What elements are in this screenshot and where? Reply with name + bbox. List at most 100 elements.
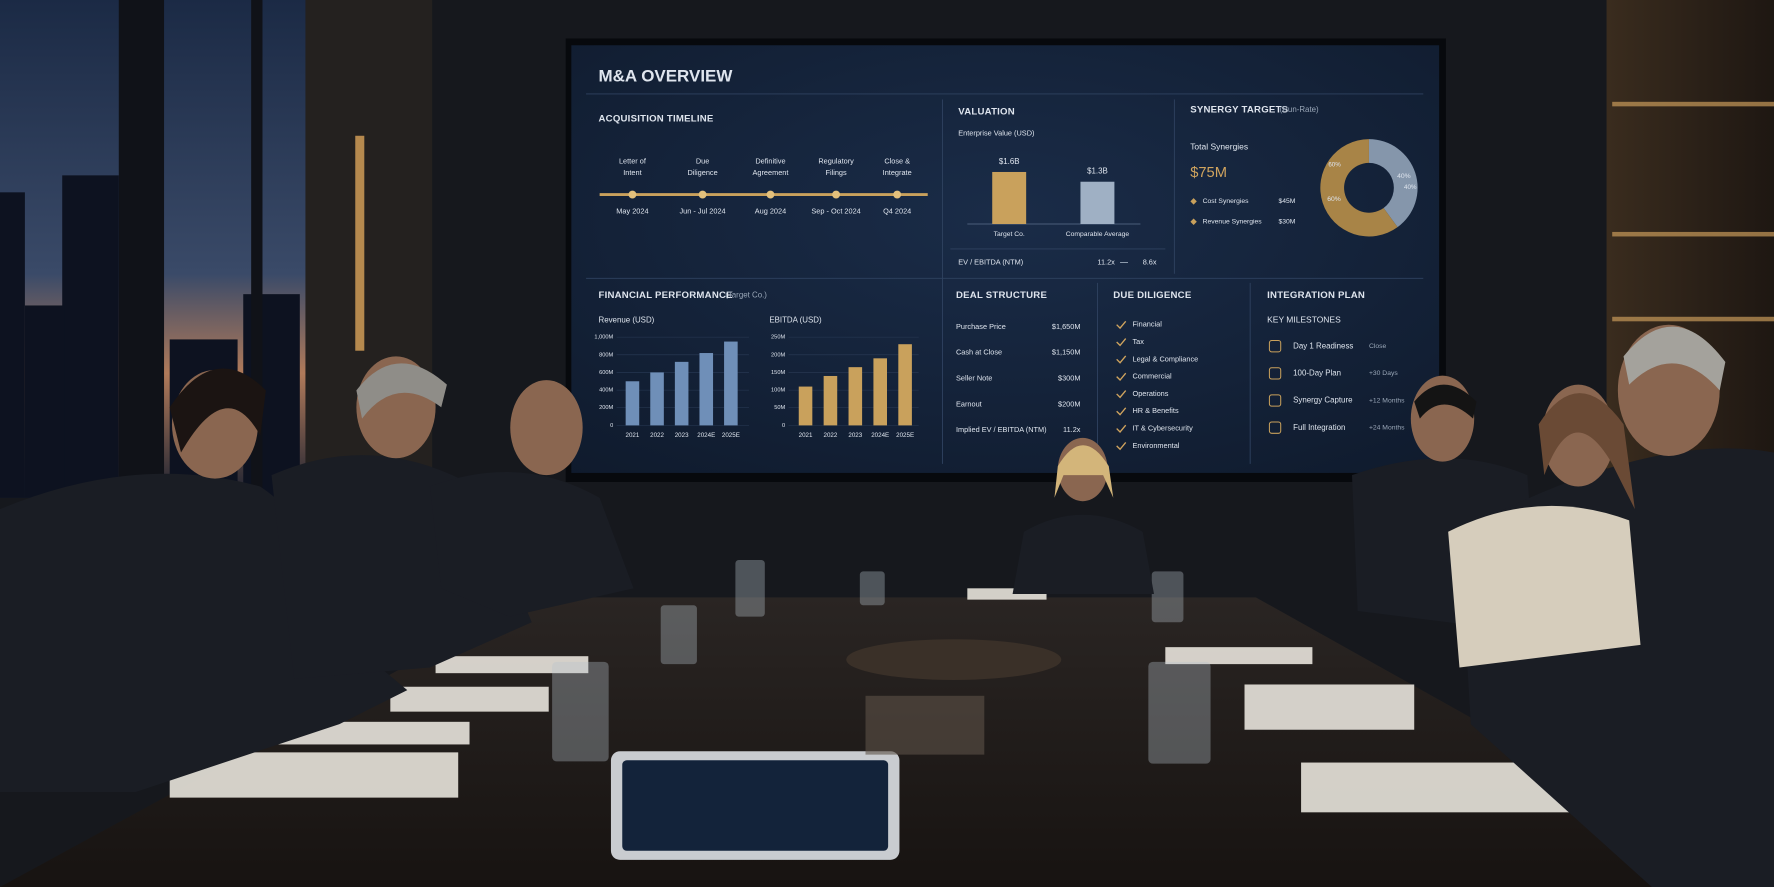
milestone-dot [698, 190, 707, 199]
check-mark [1116, 355, 1127, 364]
milestone-name: Synergy Capture [1293, 396, 1353, 405]
milestone-label: Intent [623, 168, 641, 177]
row-value: $1,150M [1052, 348, 1081, 357]
room [0, 192, 25, 498]
foreground [1012, 514, 1155, 594]
milestone-dot [766, 190, 775, 199]
section-title: DEAL STRUCTURE [956, 290, 1047, 301]
total-value: $75M [1190, 165, 1227, 181]
check-mark [1116, 390, 1127, 399]
milestone-label: Letter of [619, 157, 647, 166]
bar [699, 353, 714, 426]
foreground [552, 560, 1211, 764]
chart-title: Revenue (USD) [598, 315, 654, 324]
foreground [1448, 505, 1641, 668]
foreground [735, 560, 765, 617]
y-tick-label: 1,000M [594, 335, 613, 341]
check-mark [1116, 372, 1127, 382]
foreground [435, 656, 589, 674]
milestone-label: Regulatory [818, 157, 854, 166]
metric-value: 8.6x [1143, 257, 1157, 266]
x-tick-label: 2021 [799, 432, 813, 439]
row-value: $300M [1058, 373, 1080, 382]
bar [873, 358, 887, 426]
item-label: HR & Benefits [1133, 406, 1179, 415]
item-label: Tax [1133, 337, 1145, 346]
bar [1080, 181, 1115, 225]
room [1612, 231, 1774, 237]
milestone-dot [628, 190, 637, 199]
section-title: FINANCIAL PERFORMANCE [598, 290, 733, 301]
item-label: Environmental [1133, 441, 1180, 450]
milestone-icon [1268, 340, 1282, 353]
bar [848, 367, 863, 426]
subtitle: KEY MILESTONES [1267, 314, 1341, 324]
milestone-label: Due [696, 157, 709, 166]
slice-label: 40% [1397, 173, 1411, 180]
check-mark [1116, 424, 1127, 433]
y-tick-label: 250M [771, 335, 785, 341]
row-value: $200M [1058, 399, 1080, 408]
x-tick-label: 2023 [675, 432, 689, 439]
check-mark [1116, 442, 1127, 451]
foreground [169, 326, 1726, 510]
y-tick-label: 50M [774, 405, 785, 411]
milestone-name: Full Integration [1293, 423, 1345, 432]
foreground [846, 639, 1062, 680]
item-label: IT & Cybersecurity [1133, 424, 1194, 433]
y-tick-label: 400M [599, 388, 613, 394]
foreground [1414, 384, 1477, 419]
foreground [552, 661, 609, 762]
milestone-date: Aug 2024 [755, 207, 786, 216]
dashboard: M&A OVERVIEW ACQUISITION TIMELINE VALUAT… [586, 66, 1424, 464]
milestone-label: Definitive [755, 157, 785, 166]
x-tick-label: 2021 [626, 432, 640, 439]
milestone-timing: Close [1369, 343, 1387, 350]
subtitle: Enterprise Value (USD) [958, 128, 1034, 137]
item-label: Revenue Synergies [1203, 219, 1263, 226]
milestone-label: Agreement [752, 168, 788, 177]
foreground [865, 695, 985, 755]
y-tick-label: 100M [771, 388, 785, 394]
item-label: Cost Synergies [1203, 198, 1249, 205]
item-label: Financial [1133, 320, 1163, 329]
section-title: VALUATION [958, 107, 1015, 118]
slice-label: 60% [1327, 196, 1341, 203]
milestone-icon [1268, 367, 1282, 380]
bar [898, 344, 912, 426]
milestone-label: Diligence [687, 168, 717, 177]
milestone-label: Integrate [883, 168, 912, 177]
bar [823, 375, 838, 426]
bar [625, 381, 640, 426]
item-value: $45M [1278, 198, 1295, 205]
x-tick-label: Comparable Average [1066, 231, 1130, 238]
foreground [1148, 661, 1211, 764]
bar [992, 171, 1027, 225]
check-mark [1116, 338, 1127, 347]
room [571, 45, 1440, 473]
milestone-dot [832, 190, 841, 199]
foreground [967, 588, 1047, 600]
milestone-label: Close & [884, 157, 910, 166]
room [24, 305, 65, 498]
milestone-icon [1268, 421, 1282, 434]
note: (Run-Rate) [1280, 105, 1319, 114]
x-tick-label: 2024E [871, 432, 889, 439]
y-tick-label: 600M [599, 370, 613, 376]
donut-slice [1368, 139, 1418, 228]
section-title: DUE DILIGENCE [1113, 290, 1192, 301]
x-tick-label: 2022 [824, 432, 838, 439]
note: (Target Co.) [725, 290, 767, 299]
foreground [622, 760, 889, 851]
room [1612, 101, 1774, 322]
y-tick-label: 200M [771, 352, 785, 358]
milestone-name: 100-Day Plan [1293, 368, 1341, 377]
bar [724, 341, 738, 426]
donut-slice [1320, 139, 1398, 237]
milestone-date: Q4 2024 [883, 207, 911, 216]
foreground [510, 380, 583, 476]
row-label: Purchase Price [956, 322, 1006, 331]
bar [650, 372, 664, 426]
check-mark [1116, 407, 1127, 416]
